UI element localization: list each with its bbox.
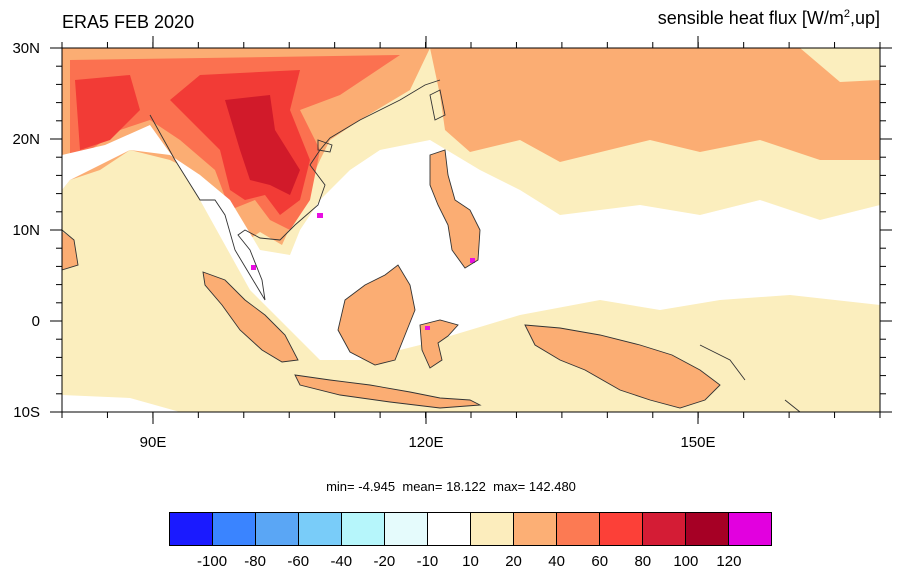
colorbar-label-7: 20 [505, 553, 522, 570]
colorbar-swatch-11 [643, 513, 686, 545]
flux-field-io-sw-white [62, 395, 180, 412]
hotspot-mindanao [470, 258, 475, 263]
colorbar-swatch-8 [514, 513, 557, 545]
sumatra [203, 272, 298, 362]
stats-max-value: 142.480 [528, 479, 576, 494]
colorbar-label-5: -10 [416, 553, 439, 570]
hotspot-sulawesi [425, 326, 430, 330]
lat-label-0: 0 [32, 313, 40, 330]
lon-label-150e: 150E [680, 434, 715, 451]
flux-field-india-60-80 [75, 75, 140, 150]
flux-field-pacific-20-40 [430, 48, 880, 162]
stats-mean-value: 18.122 [446, 479, 486, 494]
colorbar-swatch-10 [600, 513, 643, 545]
colorbar-label-4: -20 [373, 553, 396, 570]
colorbar [169, 512, 772, 546]
colorbar-label-2: -60 [287, 553, 310, 570]
stats-min-label: min= [326, 479, 355, 494]
flux-field-pacific-gap [800, 48, 880, 82]
colorbar-swatch-5 [385, 513, 428, 545]
colorbar-swatch-0 [170, 513, 213, 545]
minor-ticks [56, 42, 886, 418]
colorbar-label-11: 100 [673, 553, 699, 570]
flux-field-io-mid [62, 240, 200, 300]
colorbar-swatch-12 [686, 513, 729, 545]
stats-max-label: max= [493, 479, 526, 494]
hotspot-malay [251, 265, 256, 270]
flux-field-80-100 [225, 95, 300, 195]
hotspot-indochina [317, 213, 323, 218]
colorbar-swatch-1 [213, 513, 256, 545]
borneo [338, 265, 415, 365]
new-guinea [525, 325, 720, 408]
stats-min-value: -4.945 [358, 479, 396, 494]
variable-title-superscript: 2 [843, 8, 850, 20]
variable-title: sensible heat flux [W/m2,up] [658, 8, 880, 29]
variable-title-prefix: sensible heat flux [W/m [657, 8, 844, 28]
colorbar-label-0: -100 [197, 553, 228, 570]
lon-label-90e: 90E [140, 434, 167, 451]
stats-mean-label: mean= [402, 479, 443, 494]
colorbar-swatch-6 [428, 513, 471, 545]
colorbar-swatch-4 [342, 513, 385, 545]
map-plot-area [62, 48, 880, 412]
colorbar-label-3: -40 [330, 553, 353, 570]
lat-label-20n: 20N [12, 131, 40, 148]
colorbar-swatch-7 [471, 513, 514, 545]
variable-title-suffix: ,up] [849, 8, 880, 28]
map-title: ERA5 FEB 2020 [62, 12, 195, 32]
colorbar-label-6: 10 [462, 553, 479, 570]
flux-field-io-south [62, 330, 260, 395]
philippines [430, 150, 480, 268]
colorbar-label-1: -80 [244, 553, 266, 570]
lon-label-120e: 120E [408, 434, 443, 451]
sulawesi [420, 320, 458, 368]
coastlines [62, 79, 801, 412]
colorbar-swatch-9 [557, 513, 600, 545]
java-lesser-sunda [295, 375, 480, 408]
lat-label-30n: 30N [12, 40, 40, 57]
colorbar-label-10: 80 [634, 553, 652, 570]
stats-line: min= -4.945 mean= 18.122 max= 142.480 [0, 479, 902, 494]
colorbar-label-9: 60 [591, 553, 609, 570]
colorbar-label-8: 40 [548, 553, 565, 570]
colorbar-swatch-3 [299, 513, 342, 545]
colorbar-swatch-13 [729, 513, 771, 545]
colorbar-label-12: 120 [716, 553, 742, 570]
colorbar-swatch-2 [256, 513, 299, 545]
lat-label-10s: 10S [13, 404, 40, 421]
lat-label-10n: 10N [12, 222, 40, 239]
